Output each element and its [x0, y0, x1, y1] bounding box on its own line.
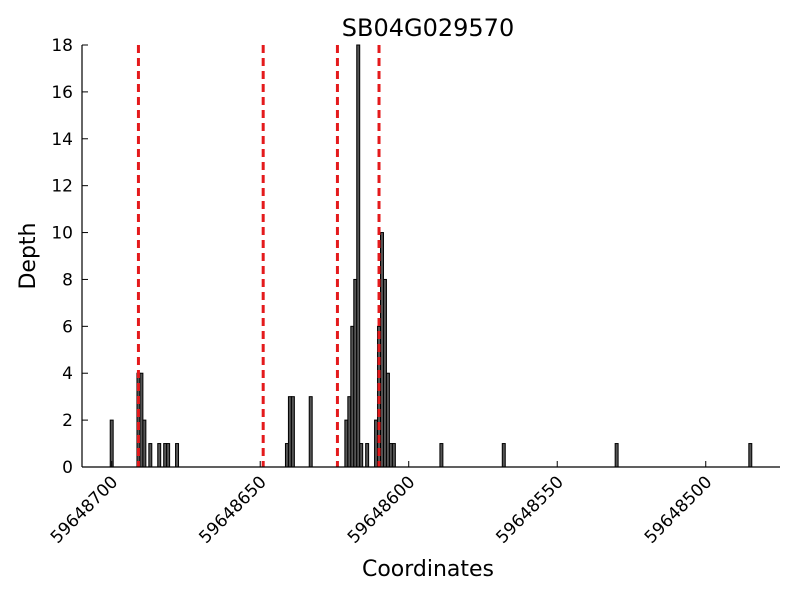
chart-title: SB04G029570 [342, 14, 514, 42]
x-tick-label: 59648700 [47, 472, 122, 547]
reference-lines-layer [136, 45, 381, 467]
bar [501, 443, 506, 468]
bar [439, 443, 444, 468]
bar [391, 443, 396, 468]
bar [748, 443, 753, 468]
y-tick-label: 0 [62, 458, 73, 478]
x-tick-label: 59648550 [492, 472, 567, 547]
bars-layer [109, 44, 753, 468]
x-ticks: 59648700 59648650 59648600 59648550 59648500 [47, 461, 716, 548]
bar [365, 443, 370, 468]
y-tick-label: 2 [62, 411, 73, 431]
y-axis-label: Depth [16, 222, 41, 289]
bar [290, 396, 295, 468]
y-tick-label: 16 [51, 83, 73, 103]
bar [175, 443, 180, 468]
bar [359, 443, 364, 468]
bar [148, 443, 153, 468]
x-tick-label: 59648650 [195, 472, 270, 547]
x-tick-label: 59648500 [641, 472, 716, 547]
bar [157, 443, 162, 468]
x-tick-label: 59648600 [344, 472, 419, 547]
y-tick-label: 4 [62, 364, 73, 384]
y-tick-label: 8 [62, 270, 73, 290]
bar [109, 419, 114, 468]
y-ticks: 0 2 4 6 8 10 12 14 16 18 [51, 36, 88, 478]
bar [166, 443, 171, 468]
y-tick-label: 18 [51, 36, 73, 56]
y-tick-label: 14 [51, 130, 73, 150]
y-tick-label: 6 [62, 317, 73, 337]
bar [356, 44, 361, 468]
bar [142, 419, 147, 468]
x-axis-label: Coordinates [362, 557, 494, 582]
axes-layer [81, 45, 780, 468]
y-tick-label: 12 [51, 177, 73, 197]
bar [614, 443, 619, 468]
bar [308, 396, 313, 468]
y-tick-label: 10 [51, 224, 73, 244]
